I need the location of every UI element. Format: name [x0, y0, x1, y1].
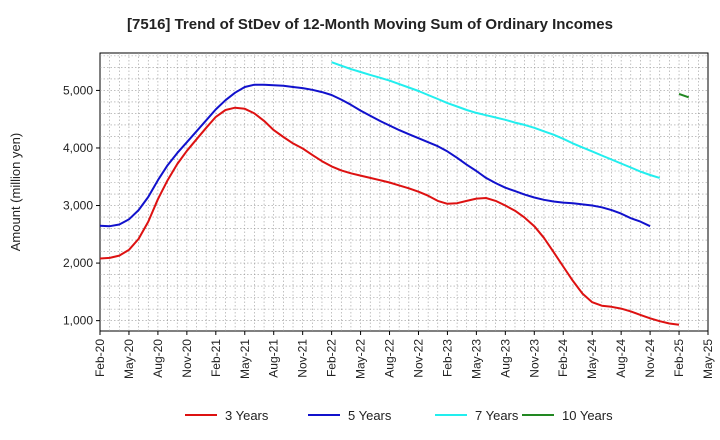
- series-line-7-years: [331, 61, 660, 179]
- series-line-5-years: [99, 83, 651, 228]
- plot-area: [99, 52, 709, 332]
- y-tick-label: 4,000: [63, 141, 93, 155]
- x-tick-label: Aug-24: [614, 339, 628, 378]
- x-tick-label: Feb-22: [325, 339, 339, 377]
- x-tick-label: Feb-20: [93, 339, 107, 377]
- y-axis: 1,000 2,000 3,000 4,000 5,000: [63, 83, 100, 328]
- x-tick-label: Feb-21: [209, 339, 223, 377]
- x-tick-label: Nov-20: [180, 339, 194, 378]
- y-tick-label: 5,000: [63, 83, 93, 97]
- legend: 3 Years 5 Years 7 Years 10 Years: [185, 408, 613, 423]
- x-tick-label: Nov-22: [411, 339, 425, 378]
- plot-frame: [99, 52, 709, 332]
- x-tick-label: Nov-24: [643, 339, 657, 378]
- x-tick-label: Nov-23: [527, 339, 541, 378]
- x-tick-label: May-23: [469, 339, 483, 379]
- x-axis: Feb-20 May-20 Aug-20 Nov-20 Feb-21 May-21 Aug-…: [93, 331, 715, 379]
- y-axis-label: Amount (million yen): [8, 133, 23, 252]
- legend-label: 5 Years: [348, 408, 392, 423]
- x-tick-label: Aug-21: [267, 339, 281, 378]
- x-tick-label: Aug-23: [498, 339, 512, 378]
- x-tick-label: Feb-23: [440, 339, 454, 377]
- y-tick-label: 1,000: [63, 314, 93, 328]
- x-tick-label: May-24: [585, 339, 599, 379]
- legend-label: 7 Years: [475, 408, 519, 423]
- x-tick-label: May-20: [122, 339, 136, 379]
- series-line-3-years: [99, 106, 680, 326]
- x-tick-label: May-25: [701, 339, 715, 379]
- series-group: [99, 61, 690, 326]
- chart-title: [7516] Trend of StDev of 12-Month Moving…: [127, 16, 613, 33]
- y-tick-label: 3,000: [63, 199, 93, 213]
- legend-label: 10 Years: [562, 408, 613, 423]
- x-tick-label: May-22: [354, 339, 368, 379]
- series-line-10-years: [678, 92, 690, 99]
- y-tick-label: 2,000: [63, 256, 93, 270]
- legend-label: 3 Years: [225, 408, 269, 423]
- x-tick-label: Aug-20: [151, 339, 165, 378]
- x-tick-label: Nov-21: [296, 339, 310, 378]
- x-tick-label: May-21: [238, 339, 252, 379]
- x-tick-label: Feb-24: [556, 339, 570, 377]
- x-tick-label: Feb-25: [672, 339, 686, 377]
- x-tick-label: Aug-22: [383, 339, 397, 378]
